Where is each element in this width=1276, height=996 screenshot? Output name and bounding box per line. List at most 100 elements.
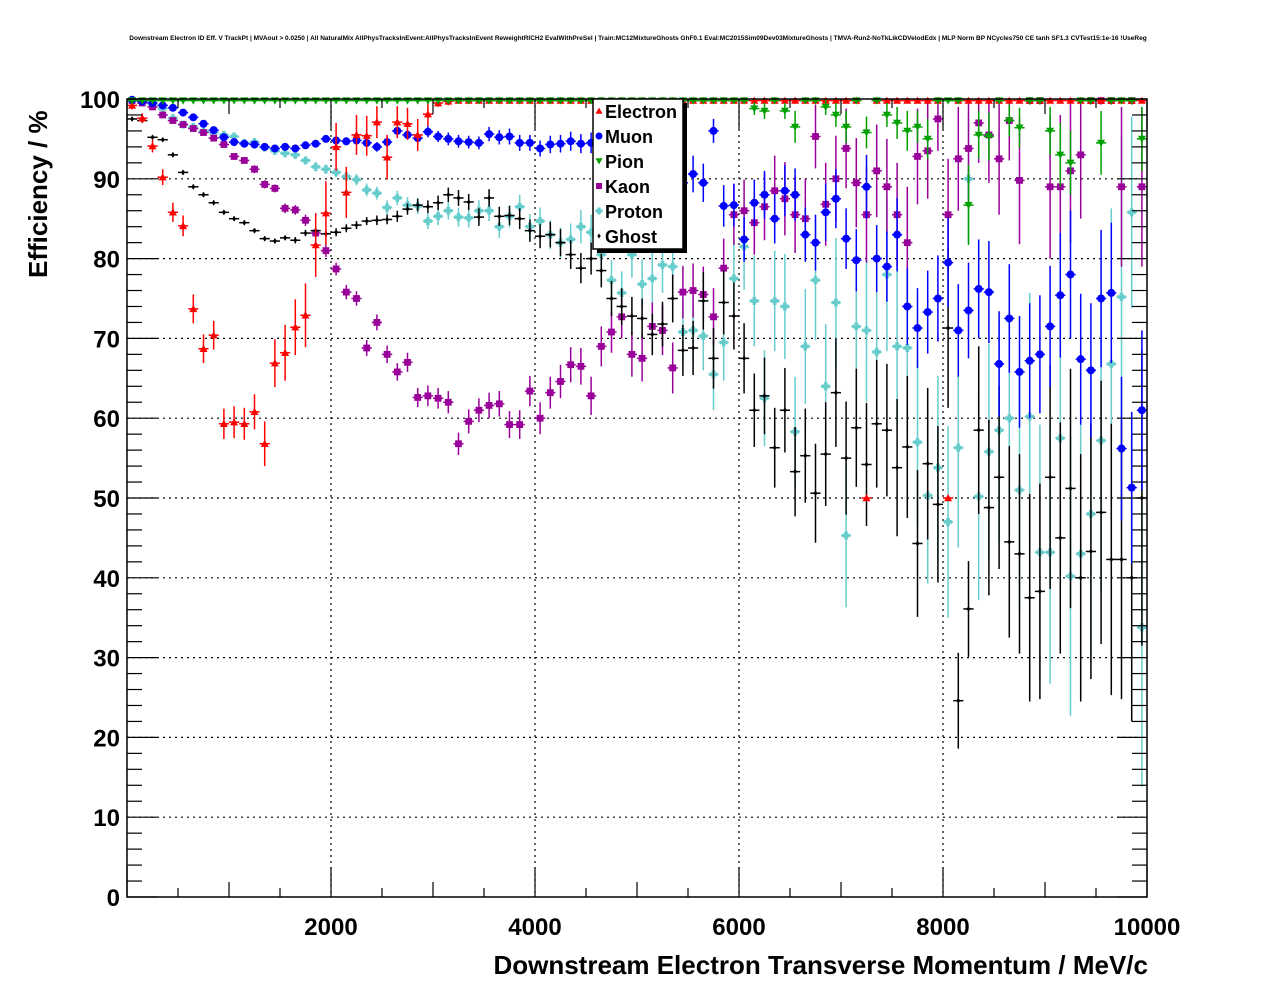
legend-box <box>592 98 684 250</box>
data-point <box>882 96 891 104</box>
data-point <box>332 265 340 273</box>
data-point <box>464 213 473 222</box>
data-point <box>1017 551 1022 557</box>
data-point <box>148 142 157 150</box>
data-point <box>995 155 1003 163</box>
legend-label-electron: Electron <box>605 102 677 122</box>
data-point <box>1119 556 1124 563</box>
legend-marker-kaon <box>596 183 602 189</box>
data-point <box>1097 96 1106 104</box>
data-point <box>414 394 422 401</box>
data-point <box>393 118 402 126</box>
data-point <box>211 199 216 206</box>
data-point <box>454 213 463 222</box>
data-point <box>536 414 544 422</box>
data-point <box>711 355 716 362</box>
data-point <box>150 134 155 141</box>
data-point <box>873 167 881 175</box>
data-point <box>1127 483 1136 492</box>
data-point <box>780 96 789 104</box>
data-point <box>209 331 218 339</box>
data-point <box>782 407 787 414</box>
data-point <box>536 144 545 153</box>
data-point <box>893 342 902 351</box>
data-point <box>1068 485 1073 492</box>
data-point <box>303 230 308 236</box>
data-point <box>691 345 696 351</box>
data-point <box>831 194 840 203</box>
data-point <box>862 326 871 335</box>
x-tick-label: 10000 <box>1114 914 1181 941</box>
x-tick-label: 4000 <box>508 914 561 941</box>
data-point <box>974 284 983 293</box>
data-point <box>1048 474 1053 481</box>
data-point <box>895 464 900 471</box>
data-point <box>670 295 675 302</box>
data-point <box>903 96 912 104</box>
data-point <box>608 328 615 336</box>
data-point <box>556 139 565 148</box>
data-point <box>760 96 769 104</box>
data-point <box>874 420 879 427</box>
data-point <box>1097 139 1106 147</box>
y-tick-label: 80 <box>93 247 120 274</box>
data-point <box>862 182 871 191</box>
data-point <box>862 129 871 137</box>
data-point <box>538 233 543 240</box>
data-point <box>640 315 645 322</box>
y-tick-label: 70 <box>93 326 120 353</box>
data-point <box>619 303 624 310</box>
data-point <box>842 145 850 152</box>
data-point <box>852 256 861 265</box>
data-point <box>956 697 961 704</box>
data-point <box>884 427 889 433</box>
data-point <box>230 153 238 160</box>
data-point <box>976 427 981 433</box>
data-point <box>1107 288 1116 297</box>
data-point <box>709 126 718 135</box>
data-point <box>710 313 717 321</box>
data-point <box>1056 151 1065 159</box>
data-point <box>291 150 300 159</box>
data-point <box>425 203 430 210</box>
data-point <box>923 96 932 104</box>
data-point <box>1056 96 1065 104</box>
legend-marker-electron <box>595 107 603 114</box>
data-point <box>168 103 177 112</box>
data-point <box>262 235 267 242</box>
data-point <box>811 276 820 285</box>
data-point <box>485 206 494 215</box>
data-point <box>230 132 239 141</box>
data-point <box>1046 96 1055 104</box>
data-point <box>984 133 993 141</box>
data-point <box>699 332 708 341</box>
data-point <box>372 189 381 198</box>
data-point <box>780 107 789 115</box>
data-point <box>495 222 504 231</box>
data-point <box>374 217 379 224</box>
data-point <box>770 296 779 305</box>
y-tick-label: 50 <box>93 486 120 513</box>
data-point <box>903 343 912 352</box>
data-point <box>566 235 575 244</box>
data-point <box>1078 575 1083 581</box>
data-point <box>332 168 341 177</box>
data-point <box>291 323 300 331</box>
data-point <box>699 178 708 187</box>
data-point <box>487 195 492 201</box>
y-tick-label: 90 <box>93 167 120 194</box>
data-point <box>364 218 369 224</box>
data-point <box>1035 350 1044 359</box>
data-point <box>842 123 851 131</box>
data-point <box>833 389 838 396</box>
x-axis-label: Downstream Electron Transverse Momentum … <box>493 950 1148 980</box>
data-point <box>680 347 685 354</box>
data-point <box>1025 356 1034 365</box>
data-point <box>250 407 259 416</box>
data-point <box>780 186 789 195</box>
data-point <box>893 96 902 104</box>
data-point <box>1099 509 1104 516</box>
data-point <box>385 216 390 223</box>
data-point <box>434 212 443 221</box>
data-point <box>383 203 392 212</box>
